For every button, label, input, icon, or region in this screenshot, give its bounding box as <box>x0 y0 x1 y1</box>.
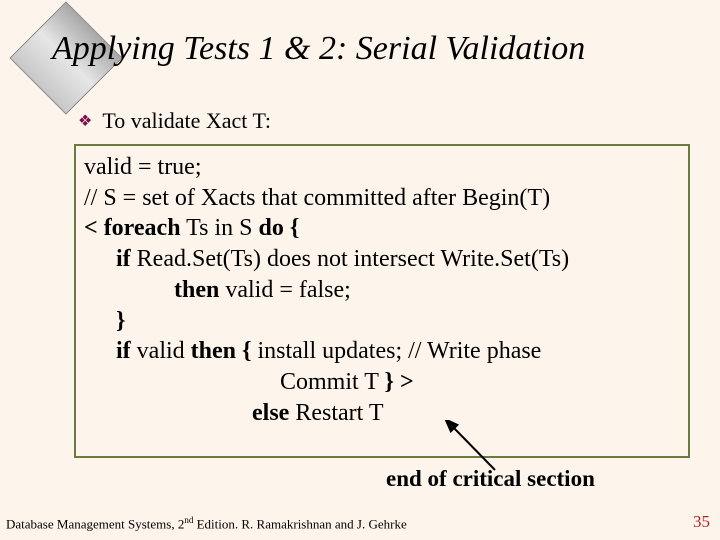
code-keyword: < <box>84 215 98 241</box>
code-line: else Restart T <box>252 398 680 429</box>
code-line: < foreach Ts in S do { <box>84 213 680 244</box>
code-text: install updates; // Write phase <box>251 338 541 364</box>
code-text: Restart T <box>289 400 383 426</box>
code-keyword: then { <box>191 338 252 364</box>
code-line: } <box>116 306 680 337</box>
code-line: // S = set of Xacts that committed after… <box>84 183 680 214</box>
code-text: Commit T <box>280 369 384 395</box>
footer-text: Database Management Systems, 2 <box>6 516 184 531</box>
code-keyword: if <box>116 338 131 364</box>
code-line: if Read.Set(Ts) does not intersect Write… <box>116 244 680 275</box>
page-number: 35 <box>693 512 710 532</box>
footer-text: Edition. R. Ramakrishnan and J. Gehrke <box>193 516 406 531</box>
slide-title: Applying Tests 1 & 2: Serial Validation <box>52 30 585 68</box>
bullet-row: ❖ To validate Xact T: <box>78 108 271 134</box>
diamond-bullet-icon: ❖ <box>78 111 92 131</box>
code-line: then valid = false; <box>174 275 680 306</box>
code-text: Ts in S <box>181 215 259 241</box>
code-text: Read.Set(Ts) does not intersect Write.Se… <box>131 246 569 272</box>
footer-citation: Database Management Systems, 2nd Edition… <box>6 515 407 532</box>
code-keyword: } > <box>384 369 413 395</box>
code-line: Commit T } > <box>280 367 680 398</box>
code-keyword: foreach <box>98 215 181 241</box>
code-line: if valid then { install updates; // Writ… <box>116 336 680 367</box>
code-text: valid <box>131 338 191 364</box>
footer-ordinal: nd <box>184 515 193 525</box>
code-keyword: else <box>252 400 289 426</box>
end-critical-label: end of critical section <box>386 466 595 492</box>
code-keyword: then <box>174 277 219 303</box>
code-keyword: do { <box>258 215 299 241</box>
code-keyword: if <box>116 246 131 272</box>
pseudocode-box: valid = true; // S = set of Xacts that c… <box>74 144 690 458</box>
code-text: valid = false; <box>219 277 351 303</box>
bullet-text: To validate Xact T: <box>102 108 271 134</box>
code-line: valid = true; <box>84 152 680 183</box>
